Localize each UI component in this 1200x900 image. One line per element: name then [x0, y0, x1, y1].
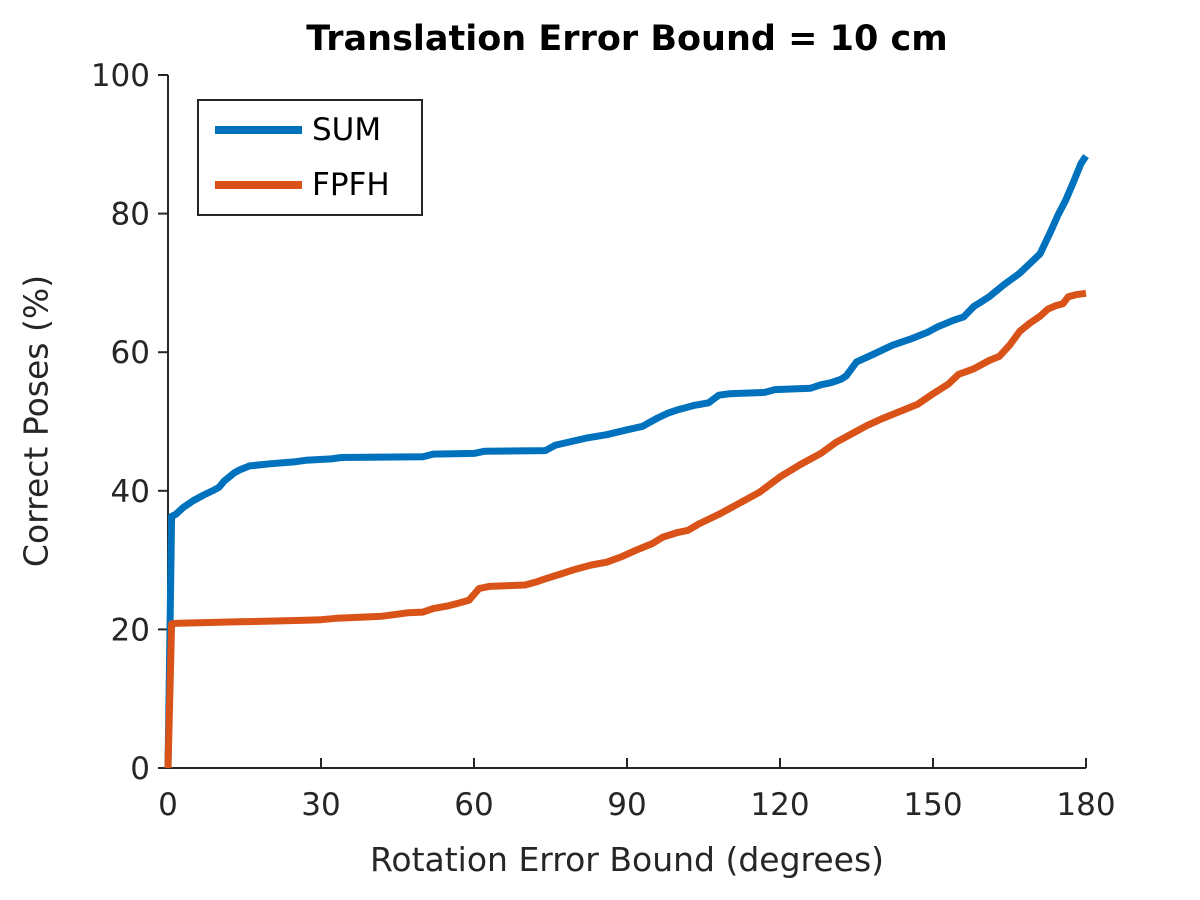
- x-tick-label: 60: [454, 787, 493, 823]
- x-axis-label: Rotation Error Bound (degrees): [369, 840, 885, 879]
- series-fpfh-line: [164, 289, 1087, 769]
- x-tick-label: 180: [1056, 787, 1115, 823]
- series-sum-line: [164, 154, 1089, 769]
- x-tick-label: 150: [903, 787, 962, 823]
- y-tick-label: 0: [130, 751, 150, 787]
- y-tick-label: 80: [111, 197, 150, 233]
- y-tick-label: 60: [111, 335, 150, 371]
- y-tick-label: 100: [91, 58, 150, 94]
- x-tick-label: 0: [158, 787, 178, 823]
- legend-item-sum: SUM: [215, 111, 421, 148]
- x-tick-label: 30: [301, 787, 340, 823]
- chart-title: Translation Error Bound = 10 cm: [306, 19, 948, 59]
- fpfh-line-swatch: [215, 181, 302, 189]
- legend: SUM FPFH: [197, 99, 423, 216]
- sum-line-swatch: [215, 126, 302, 134]
- legend-label-sum: SUM: [312, 111, 382, 148]
- x-tick-label: 120: [750, 787, 809, 823]
- y-tick-label: 40: [111, 474, 150, 510]
- legend-item-fpfh: FPFH: [215, 166, 421, 203]
- y-tick-label: 20: [111, 612, 150, 648]
- legend-label-fpfh: FPFH: [312, 166, 390, 203]
- x-tick-label: 90: [607, 787, 646, 823]
